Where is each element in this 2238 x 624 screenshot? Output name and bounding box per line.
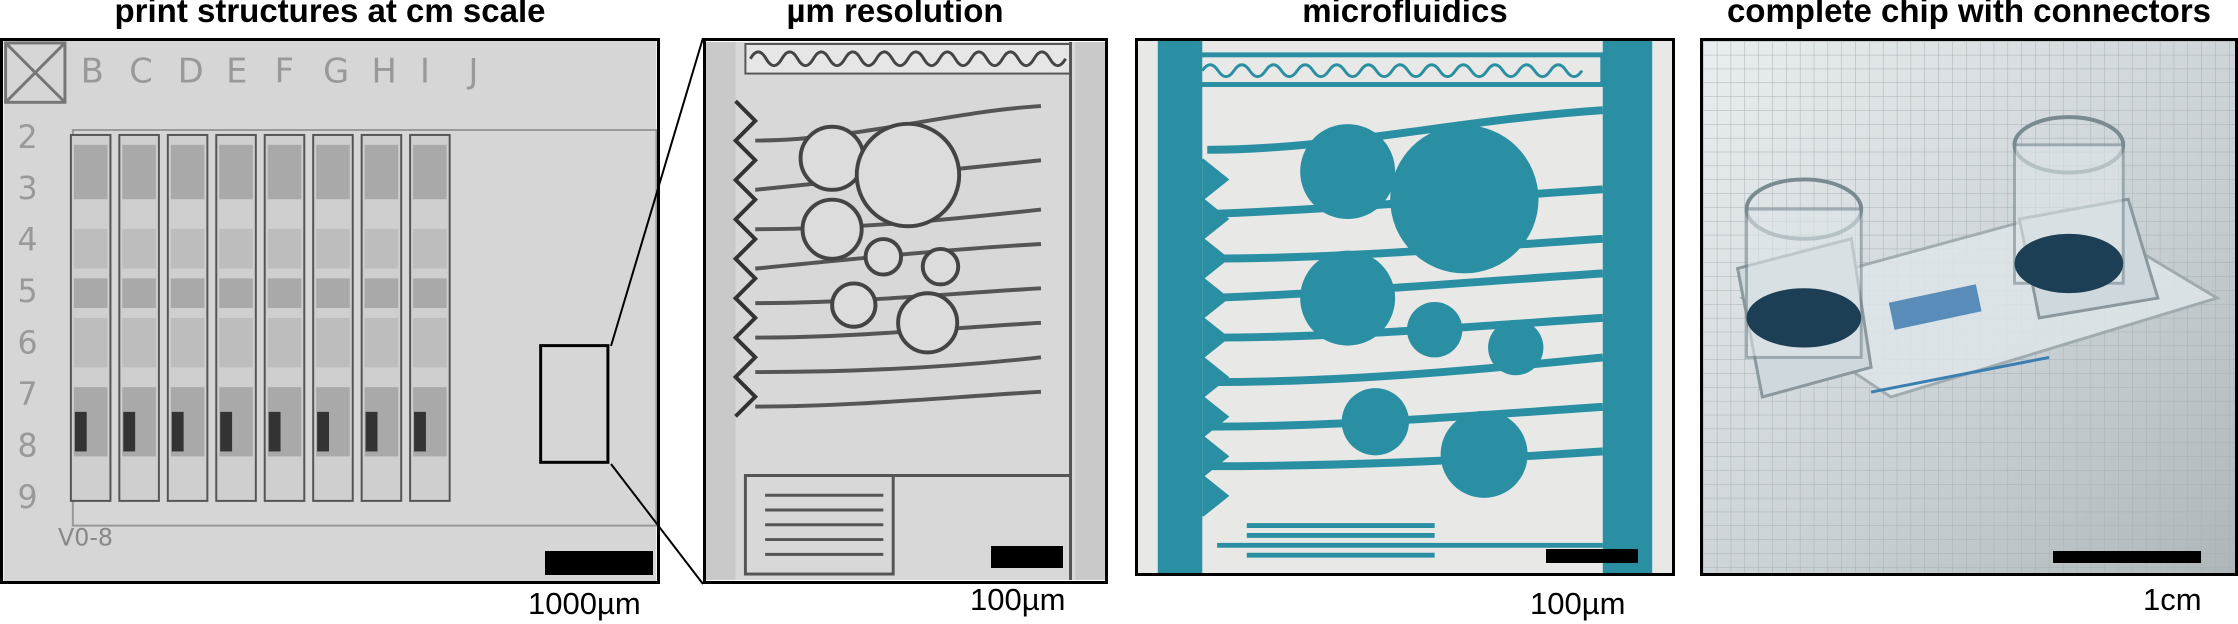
cross-mark-icon	[4, 41, 67, 104]
version-label: V0-8	[58, 523, 113, 551]
scale-bar-1	[545, 551, 653, 575]
column-letter: H	[372, 52, 397, 91]
panel3-image	[1135, 38, 1675, 576]
row-number: 8	[17, 428, 37, 464]
scale-bar-4	[2053, 551, 2201, 563]
print-lane	[118, 133, 160, 502]
column-letter: E	[226, 52, 247, 91]
microfluidics-image	[1138, 41, 1672, 573]
column-letter: D	[178, 52, 204, 91]
scale-label-4: 1cm	[2143, 582, 2202, 617]
print-lane	[215, 133, 257, 502]
panel4-title: complete chip with connectors	[1726, 0, 2212, 29]
print-lane	[409, 133, 451, 502]
row-number: 4	[17, 223, 37, 259]
row-number: 6	[17, 326, 37, 362]
scale-label-3: 100µm	[1530, 586, 1626, 621]
scale-bar-2	[991, 546, 1063, 568]
row-number: 2	[17, 120, 37, 156]
print-lane	[360, 133, 403, 502]
complete-chip-photo	[1703, 41, 2235, 573]
panel1-title: print structures at cm scale	[114, 0, 546, 29]
column-letter: J	[466, 52, 478, 91]
zoom-box	[539, 344, 610, 464]
column-letter: F	[275, 52, 294, 91]
row-number: 7	[17, 377, 37, 413]
column-letter: B	[81, 52, 104, 91]
micron-resolution-image	[706, 42, 1105, 580]
print-lane	[166, 133, 209, 502]
column-letter: I	[420, 52, 430, 91]
print-lane	[263, 133, 306, 502]
row-number: 3	[17, 171, 37, 207]
column-letter: G	[323, 52, 349, 91]
column-letter: C	[129, 52, 152, 91]
print-lane	[312, 133, 354, 502]
panel3-title: microfluidics	[1302, 0, 1508, 29]
scale-label-2: 100µm	[970, 582, 1066, 617]
row-number: 9	[17, 480, 37, 516]
row-number: 5	[17, 274, 37, 310]
scale-label-1: 1000µm	[528, 586, 641, 621]
panel2-title: µm resolution	[786, 0, 1004, 29]
print-lane	[69, 133, 112, 502]
panel4-image	[1700, 38, 2238, 576]
scale-bar-3	[1546, 549, 1638, 563]
panel2-image	[703, 38, 1108, 584]
